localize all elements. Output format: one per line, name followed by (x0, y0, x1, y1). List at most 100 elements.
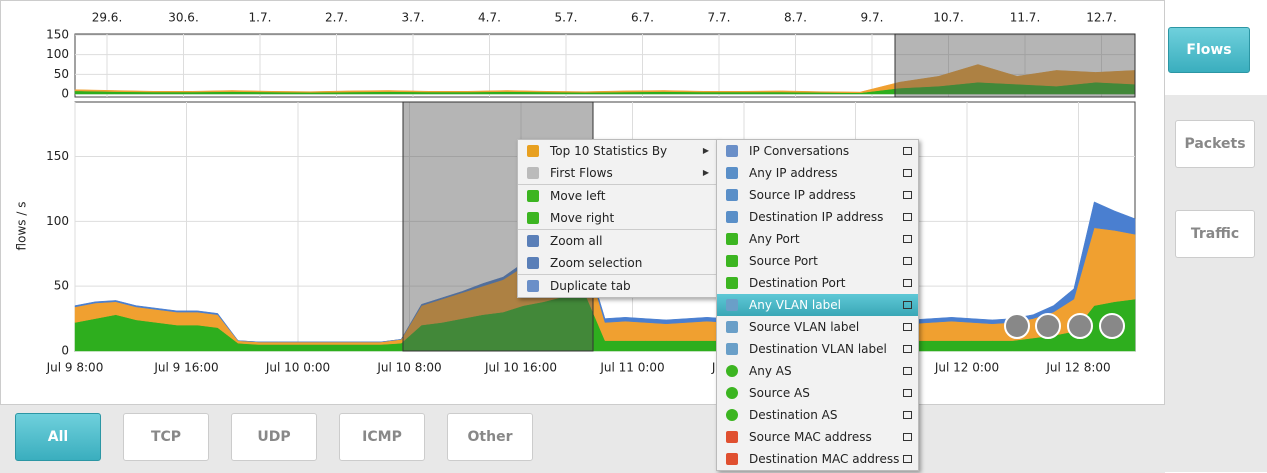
icon (527, 190, 539, 202)
x-tick-label: Jul 12 8:00 (1045, 361, 1110, 375)
menu-item[interactable]: Any Port (717, 228, 918, 250)
menu-item[interactable]: Destination VLAN label (717, 338, 918, 360)
icon (726, 321, 738, 333)
menu-item[interactable]: Zoom selection (518, 252, 717, 274)
icon (527, 235, 539, 247)
label: Top 10 Statistics By (550, 144, 668, 158)
label: Any Port (749, 232, 800, 246)
external-icon (903, 279, 912, 287)
external-icon (903, 191, 912, 199)
icon (726, 431, 738, 443)
icon (726, 211, 738, 223)
menu-item[interactable]: Destination MAC address (717, 448, 918, 470)
external-icon (903, 323, 912, 331)
menu-item[interactable]: Move left (518, 184, 717, 207)
x-tick-label: 12.7. (1086, 11, 1117, 25)
label: Any AS (749, 364, 792, 378)
x-tick-label: 1.7. (249, 11, 272, 25)
nav-button[interactable] (1067, 313, 1093, 339)
label: Destination MAC address (749, 452, 900, 466)
menu-item[interactable]: Source IP address (717, 184, 918, 206)
arrow: ▶ (702, 168, 709, 177)
menu-item[interactable]: Source AS (717, 382, 918, 404)
menu-item[interactable]: Move right (518, 207, 717, 229)
selection[interactable] (894, 33, 1136, 98)
nav-button[interactable] (1004, 313, 1030, 339)
label: Destination IP address (749, 210, 884, 224)
icon (726, 255, 738, 267)
menu-item[interactable]: Destination Port (717, 272, 918, 294)
external-icon (903, 169, 912, 177)
label: Source IP address (749, 188, 856, 202)
icon (726, 167, 738, 179)
icon (726, 299, 738, 311)
y-tick-label: 150 (46, 149, 69, 163)
menu-item[interactable]: Destination AS (717, 404, 918, 426)
label: Source Port (749, 254, 818, 268)
menu-item[interactable]: Source Port (717, 250, 918, 272)
label: Source MAC address (749, 430, 872, 444)
menu-item[interactable]: Zoom all (518, 229, 717, 252)
icon (726, 387, 738, 399)
icon (726, 233, 738, 245)
menu-item[interactable]: Source VLAN label (717, 316, 918, 338)
x-tick-label: 8.7. (784, 11, 807, 25)
tab[interactable]: All (15, 413, 101, 461)
menu-item[interactable]: Destination IP address (717, 206, 918, 228)
submenu: IP Conversations Any IP address Source IP … (716, 139, 919, 471)
icon (527, 257, 539, 269)
tab[interactable]: UDP (231, 413, 317, 461)
tab[interactable]: TCP (123, 413, 209, 461)
y-tick-label: 50 (54, 67, 69, 81)
x-tick-label: Jul 10 8:00 (376, 361, 441, 375)
menu-item[interactable]: Top 10 Statistics By ▶ (518, 140, 717, 162)
tab[interactable]: Traffic (1175, 210, 1255, 258)
label: Any IP address (749, 166, 838, 180)
x-tick-label: 6.7. (631, 11, 654, 25)
x-tick-label: Jul 9 8:00 (46, 361, 104, 375)
x-tick-label: 2.7. (325, 11, 348, 25)
icon (527, 167, 539, 179)
icon (726, 145, 738, 157)
label: Move left (550, 189, 606, 203)
label: Source VLAN label (749, 320, 860, 334)
label: First Flows (550, 166, 613, 180)
x-tick-label: 30.6. (168, 11, 199, 25)
nav-button[interactable] (1099, 313, 1125, 339)
y-tick-label: 50 (54, 279, 69, 293)
external-icon (903, 147, 912, 155)
x-tick-label: 3.7. (402, 11, 425, 25)
y-tick-label: 100 (46, 47, 69, 61)
tab[interactable]: Flows (1168, 27, 1250, 73)
menu-item[interactable]: Any IP address (717, 162, 918, 184)
y-tick-label: 0 (61, 344, 69, 358)
x-tick-label: 9.7. (861, 11, 884, 25)
context-menu: Top 10 Statistics By ▶ First Flows ▶ Move le… (517, 139, 718, 298)
y-tick-label: 150 (46, 28, 69, 42)
x-tick-label: 10.7. (933, 11, 964, 25)
tab[interactable]: Packets (1175, 120, 1255, 168)
y-axis-label: flows / s (15, 202, 29, 251)
menu-item[interactable]: IP Conversations (717, 140, 918, 162)
nav-button[interactable] (1035, 313, 1061, 339)
x-tick-label: 4.7. (478, 11, 501, 25)
label: Any VLAN label (749, 298, 841, 312)
menu-item[interactable]: Duplicate tab (518, 274, 717, 297)
icon (726, 343, 738, 355)
x-tick-label: 11.7. (1010, 11, 1041, 25)
external-icon (903, 235, 912, 243)
external-icon (903, 367, 912, 375)
icon (527, 280, 539, 292)
external-icon (903, 411, 912, 419)
menu-item[interactable]: Any AS (717, 360, 918, 382)
x-tick-label: Jul 11 0:00 (599, 361, 664, 375)
icon (726, 189, 738, 201)
menu-item[interactable]: Source MAC address (717, 426, 918, 448)
tab[interactable]: Other (447, 413, 533, 461)
tab[interactable]: ICMP (339, 413, 425, 461)
menu-item[interactable]: First Flows ▶ (518, 162, 717, 184)
menu-item[interactable]: Any VLAN label (717, 294, 918, 316)
x-tick-label: Jul 10 0:00 (265, 361, 330, 375)
y-tick-label: 0 (61, 87, 69, 101)
